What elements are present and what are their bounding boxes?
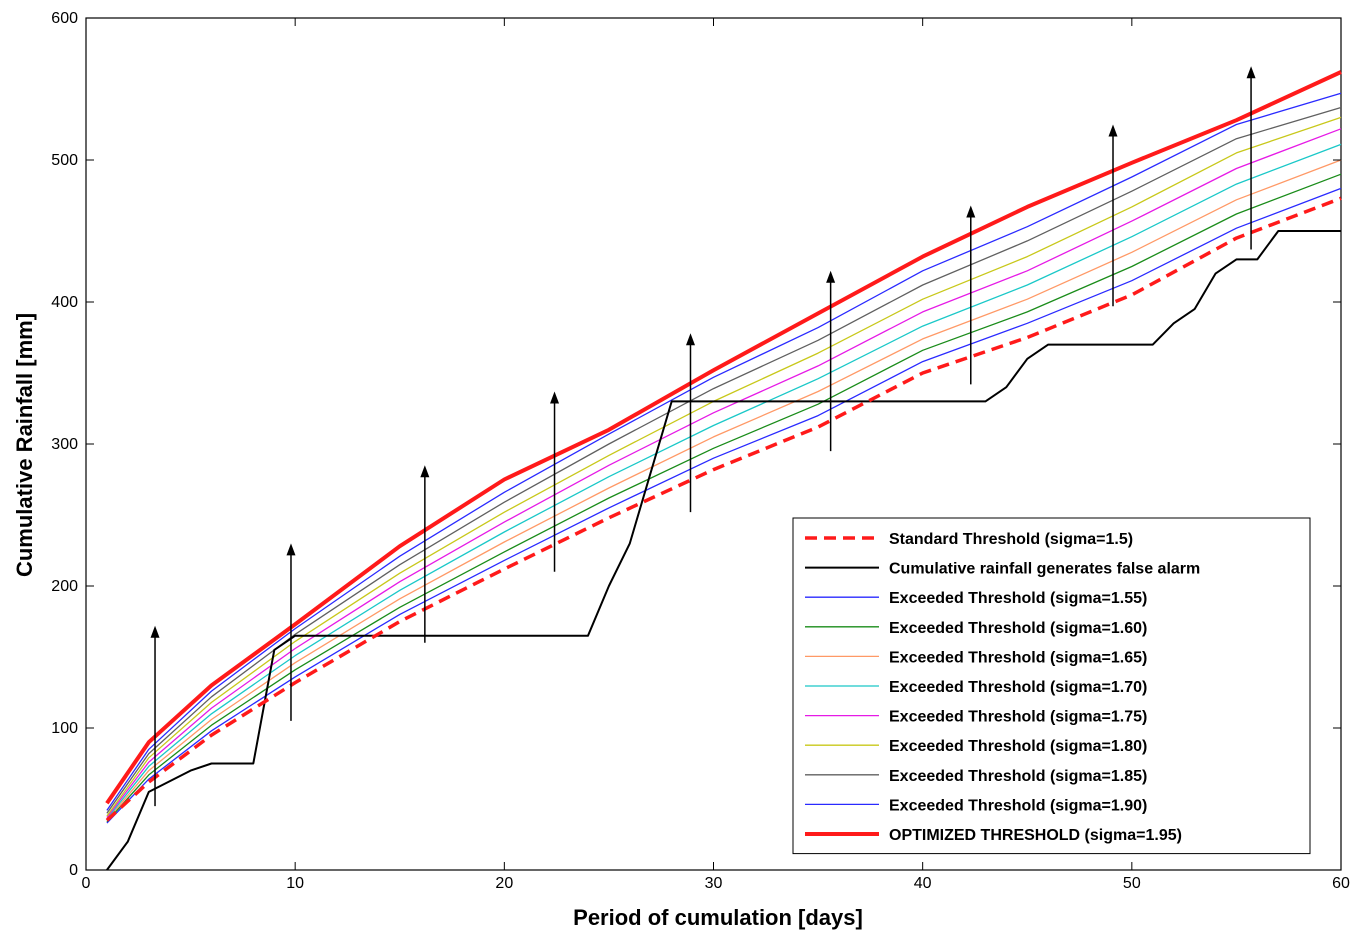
series-line-8 bbox=[106, 106, 1342, 814]
x-tick-label: 40 bbox=[914, 875, 932, 892]
x-tick-label: 50 bbox=[1123, 875, 1141, 892]
x-tick-label: 30 bbox=[705, 875, 723, 892]
y-tick-label: 100 bbox=[51, 720, 78, 737]
arrow-head bbox=[826, 270, 836, 283]
legend-entry: Exceeded Threshold (sigma=1.80) bbox=[889, 738, 1147, 755]
x-axis-label: Period of cumulation [days] bbox=[573, 905, 863, 930]
y-tick-label: 600 bbox=[51, 10, 78, 27]
legend-entry: Exceeded Threshold (sigma=1.75) bbox=[889, 709, 1147, 726]
arrow-head bbox=[420, 465, 430, 478]
arrow-head bbox=[150, 625, 160, 638]
y-tick-label: 200 bbox=[51, 578, 78, 595]
arrow-head bbox=[550, 391, 560, 404]
legend-entry: OPTIMIZED THRESHOLD (sigma=1.95) bbox=[889, 827, 1182, 844]
arrow-head bbox=[1108, 124, 1118, 137]
y-axis-ticks: 0 100 200 300 400 500 600 bbox=[51, 10, 1341, 879]
x-tick-label: 0 bbox=[82, 875, 91, 892]
legend-entry: Cumulative rainfall generates false alar… bbox=[889, 561, 1200, 578]
y-tick-label: 300 bbox=[51, 436, 78, 453]
series-line-9 bbox=[106, 92, 1342, 811]
series-line-4 bbox=[106, 159, 1342, 821]
arrow-head bbox=[1246, 66, 1256, 79]
legend-box bbox=[792, 517, 1311, 855]
series-line-3 bbox=[106, 173, 1342, 823]
x-axis-ticks: 0 10 20 30 40 50 60 bbox=[82, 18, 1350, 892]
x-tick-label: 10 bbox=[286, 875, 304, 892]
arrow-head bbox=[685, 333, 695, 346]
legend-entry: Exceeded Threshold (sigma=1.60) bbox=[889, 620, 1147, 637]
legend: Standard Threshold (sigma=1.5) Cumulative… bbox=[792, 517, 1311, 855]
series-line-10 bbox=[105, 70, 1342, 805]
legend-entry: Exceeded Threshold (sigma=1.85) bbox=[889, 768, 1147, 785]
series-line-5 bbox=[106, 143, 1342, 820]
series-line-1 bbox=[106, 230, 1341, 871]
series-line-7 bbox=[106, 116, 1342, 817]
x-tick-label: 20 bbox=[495, 875, 513, 892]
y-tick-label: 400 bbox=[51, 294, 78, 311]
legend-entry: Standard Threshold (sigma=1.5) bbox=[889, 531, 1133, 548]
legend-entry: Exceeded Threshold (sigma=1.90) bbox=[889, 797, 1147, 814]
legend-entry: Exceeded Threshold (sigma=1.55) bbox=[889, 590, 1147, 607]
x-tick-label: 60 bbox=[1332, 875, 1350, 892]
plot-area bbox=[85, 17, 1342, 871]
legend-entry: Exceeded Threshold (sigma=1.70) bbox=[889, 679, 1147, 696]
y-tick-label: 0 bbox=[69, 862, 78, 879]
y-tick-label: 500 bbox=[51, 152, 78, 169]
y-axis-label: Cumulative Rainfall [mm] bbox=[12, 313, 37, 577]
arrow-head bbox=[966, 205, 976, 218]
arrow-head bbox=[286, 543, 296, 556]
series-line-2 bbox=[106, 187, 1342, 824]
legend-entry: Exceeded Threshold (sigma=1.65) bbox=[889, 649, 1147, 666]
